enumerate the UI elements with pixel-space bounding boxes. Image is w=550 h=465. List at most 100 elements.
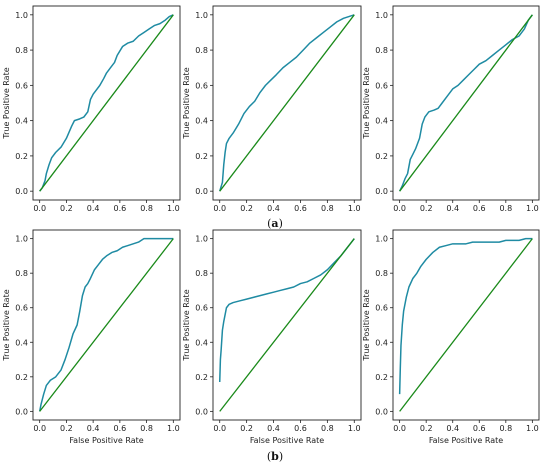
y-tick-label: 0.6 [15, 304, 28, 313]
plot-frame [212, 5, 362, 201]
x-tick-label: 0.4 [446, 424, 459, 433]
roc-curve [398, 14, 533, 192]
x-tick-label: 0.8 [321, 204, 334, 213]
y-tick-label: 0.4 [195, 117, 208, 126]
x-tick-label: 0.0 [393, 204, 406, 213]
chance-line [399, 238, 533, 412]
y-tick-label: 0.4 [375, 338, 388, 347]
x-tick-label: 0.2 [240, 424, 253, 433]
y-tick-label: 1.0 [195, 235, 208, 244]
y-tick-label: 0.8 [375, 269, 388, 278]
y-axis-label: True Positive Rate [182, 67, 191, 139]
y-tick-label: 1.0 [375, 11, 388, 20]
roc-panel-1: 0.0 0.2 0.4 0.6 0.8 1.0 0.0 0.2 0.4 0.6 0.8 1.0 True… [2, 5, 181, 213]
roc-panel-6: 0.0 0.2 0.4 0.6 0.8 1.0 0.0 0.2 0.4 0.6 0.8 1.0 True… [362, 229, 540, 445]
y-tick-label: 1.0 [15, 235, 28, 244]
y-tick-label: 0.4 [15, 117, 28, 126]
x-tick-label: 1.0 [348, 424, 361, 433]
x-tick-label: 0.0 [33, 424, 46, 433]
y-tick-label: 0.8 [15, 269, 28, 278]
x-tick-label: 1.0 [526, 204, 539, 213]
y-axis-label: True Positive Rate [362, 67, 371, 139]
y-tick-label: 0.6 [375, 81, 388, 90]
x-tick-label: 0.8 [321, 424, 334, 433]
x-tick-label: 0.6 [473, 424, 486, 433]
panels-group: 0.0 0.2 0.4 0.6 0.8 1.0 0.0 0.2 0.4 0.6 0.8 1.0 True… [2, 5, 540, 445]
x-tick-label: 0.0 [213, 204, 226, 213]
y-tick-label: 0.0 [195, 407, 208, 416]
y-axis-label: True Positive Rate [362, 289, 371, 361]
y-axis-label: True Positive Rate [2, 289, 11, 361]
y-tick-label: 0.0 [15, 187, 28, 196]
roc-panel-5: 0.0 0.2 0.4 0.6 0.8 1.0 0.0 0.2 0.4 0.6 0.8 1.0 True… [182, 229, 362, 445]
x-axis-label: False Positive Rate [250, 436, 324, 445]
x-tick-label: 0.4 [87, 204, 100, 213]
y-tick-label: 1.0 [375, 235, 388, 244]
y-tick-label: 0.2 [375, 152, 388, 161]
y-tick-label: 0.6 [15, 81, 28, 90]
x-axis-label: False Positive Rate [69, 436, 143, 445]
y-tick-label: 0.2 [15, 373, 28, 382]
y-axis-label: True Positive Rate [182, 289, 191, 361]
roc-panel-3: 0.0 0.2 0.4 0.6 0.8 1.0 0.0 0.2 0.4 0.6 0.8 1.0 True… [362, 5, 540, 213]
x-tick-label: 0.2 [60, 204, 73, 213]
x-tick-label: 0.0 [213, 424, 226, 433]
x-tick-label: 0.0 [33, 204, 46, 213]
x-tick-label: 0.6 [113, 204, 126, 213]
y-tick-label: 0.0 [375, 187, 388, 196]
y-tick-label: 0.6 [375, 304, 388, 313]
x-tick-label: 0.8 [499, 424, 512, 433]
row-label-b: (b) [267, 450, 283, 463]
x-axis-label: False Positive Rate [429, 436, 503, 445]
chance-line [219, 238, 355, 412]
plot-frame [32, 5, 181, 201]
x-tick-label: 0.6 [294, 204, 307, 213]
x-tick-label: 0.8 [499, 204, 512, 213]
y-tick-label: 0.6 [195, 304, 208, 313]
x-tick-label: 0.8 [140, 424, 153, 433]
y-tick-label: 0.4 [195, 338, 208, 347]
plot-frame [212, 229, 362, 421]
y-tick-label: 1.0 [195, 11, 208, 20]
y-tick-label: 0.0 [195, 187, 208, 196]
x-tick-label: 1.0 [526, 424, 539, 433]
x-tick-label: 0.6 [294, 424, 307, 433]
y-tick-label: 1.0 [15, 11, 28, 20]
x-tick-label: 0.4 [446, 204, 459, 213]
chance-line [219, 14, 355, 192]
roc-curve [39, 14, 174, 192]
roc-curve [398, 237, 533, 395]
y-tick-label: 0.4 [15, 338, 28, 347]
x-tick-label: 0.2 [420, 204, 433, 213]
y-tick-label: 0.8 [15, 46, 28, 55]
y-tick-label: 0.8 [375, 46, 388, 55]
y-tick-label: 0.2 [15, 152, 28, 161]
x-tick-label: 0.6 [473, 204, 486, 213]
row-label-a: (a) [267, 217, 283, 230]
x-tick-label: 0.4 [267, 424, 280, 433]
x-tick-label: 1.0 [167, 204, 180, 213]
x-tick-label: 1.0 [167, 424, 180, 433]
plot-frame [392, 5, 540, 201]
chance-line [39, 14, 174, 192]
y-tick-label: 0.0 [375, 407, 388, 416]
x-tick-label: 0.4 [267, 204, 280, 213]
x-tick-label: 0.2 [60, 424, 73, 433]
x-tick-label: 0.2 [240, 204, 253, 213]
y-tick-label: 0.2 [195, 373, 208, 382]
chance-line [399, 14, 533, 192]
roc-curve [219, 14, 355, 192]
roc-panel-2: 0.0 0.2 0.4 0.6 0.8 1.0 0.0 0.2 0.4 0.6 0.8 1.0 True… [182, 5, 362, 213]
y-tick-label: 0.8 [195, 269, 208, 278]
y-tick-label: 0.0 [15, 407, 28, 416]
y-tick-label: 0.2 [195, 152, 208, 161]
x-tick-label: 0.2 [420, 424, 433, 433]
y-tick-label: 0.4 [375, 117, 388, 126]
roc-curve [218, 238, 355, 383]
x-tick-label: 0.0 [393, 424, 406, 433]
y-axis-label: True Positive Rate [2, 67, 11, 139]
plot-frame [392, 229, 540, 421]
x-tick-label: 0.4 [87, 424, 100, 433]
roc-panel-4: 0.0 0.2 0.4 0.6 0.8 1.0 0.0 0.2 0.4 0.6 0.8 1.0 True… [2, 229, 181, 445]
